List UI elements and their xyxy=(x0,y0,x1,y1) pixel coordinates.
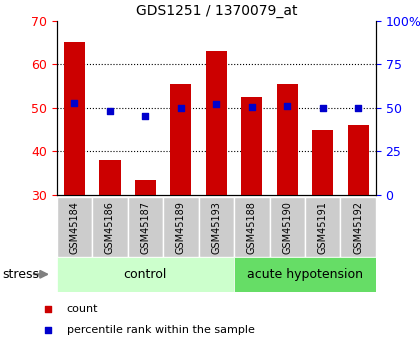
Text: GSM45190: GSM45190 xyxy=(282,201,292,254)
Point xyxy=(248,104,255,110)
Bar xyxy=(135,180,156,195)
Bar xyxy=(199,197,234,257)
Text: stress: stress xyxy=(2,268,39,281)
Title: GDS1251 / 1370079_at: GDS1251 / 1370079_at xyxy=(136,4,297,18)
Text: GSM45192: GSM45192 xyxy=(353,201,363,255)
Bar xyxy=(305,197,341,257)
Bar xyxy=(234,197,270,257)
Point xyxy=(107,109,113,114)
Point xyxy=(71,100,78,105)
Text: GSM45193: GSM45193 xyxy=(211,201,221,254)
Point xyxy=(142,113,149,118)
Bar xyxy=(170,84,192,195)
Text: control: control xyxy=(123,268,167,281)
Text: count: count xyxy=(67,304,98,314)
Text: percentile rank within the sample: percentile rank within the sample xyxy=(67,325,255,335)
Bar xyxy=(64,42,85,195)
Point xyxy=(319,105,326,111)
Bar xyxy=(270,197,305,257)
Text: acute hypotension: acute hypotension xyxy=(247,268,363,281)
Point xyxy=(355,105,362,111)
Bar xyxy=(277,84,298,195)
Text: GSM45184: GSM45184 xyxy=(69,201,79,254)
Bar xyxy=(206,51,227,195)
Bar xyxy=(57,197,92,257)
Bar xyxy=(312,130,333,195)
Point xyxy=(45,306,52,312)
Bar xyxy=(57,257,234,292)
Text: GSM45191: GSM45191 xyxy=(318,201,328,254)
Bar xyxy=(99,160,121,195)
Bar xyxy=(341,197,376,257)
Point xyxy=(178,105,184,111)
Point xyxy=(45,328,52,333)
Point xyxy=(213,101,220,107)
Bar xyxy=(163,197,199,257)
Text: GSM45188: GSM45188 xyxy=(247,201,257,254)
Text: GSM45186: GSM45186 xyxy=(105,201,115,254)
Text: GSM45187: GSM45187 xyxy=(140,201,150,255)
Point xyxy=(284,103,291,109)
Bar xyxy=(128,197,163,257)
Bar xyxy=(241,97,262,195)
Bar xyxy=(347,125,369,195)
Text: GSM45189: GSM45189 xyxy=(176,201,186,254)
Bar xyxy=(234,257,376,292)
Bar xyxy=(92,197,128,257)
